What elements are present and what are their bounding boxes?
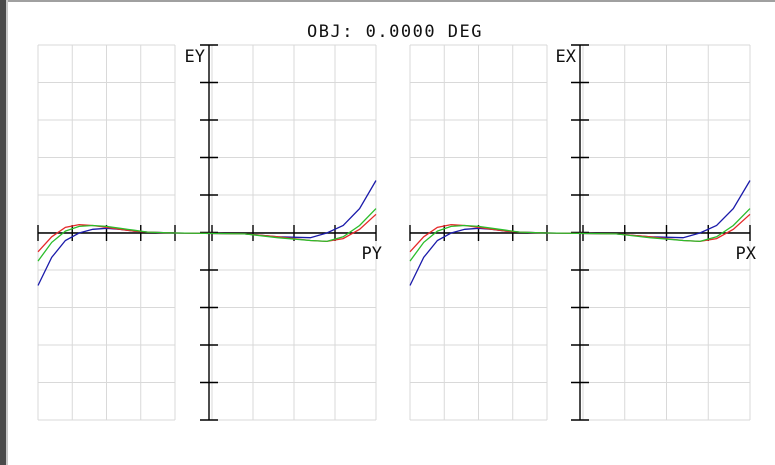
window-left-border [0, 0, 6, 465]
series-1-line-right [546, 180, 751, 239]
series-1-line-right [174, 180, 377, 239]
series-3-line-left [409, 224, 548, 262]
chart-2: EX PX [409, 44, 757, 421]
y-axis-label: EX [556, 47, 577, 67]
window-left-border-highlight [6, 0, 8, 465]
x-axis-label: PX [736, 244, 757, 264]
series-3-line-right [546, 208, 751, 243]
chart-1: EY PY [37, 44, 382, 421]
series-3-line-right [174, 208, 377, 243]
plot-title: OBJ: 0.0000 DEG [306, 22, 484, 42]
series-3-line-left [37, 224, 176, 262]
y-axis-label: EY [185, 47, 205, 67]
window-top-border [8, 0, 775, 2]
x-axis-label: PY [362, 244, 382, 264]
